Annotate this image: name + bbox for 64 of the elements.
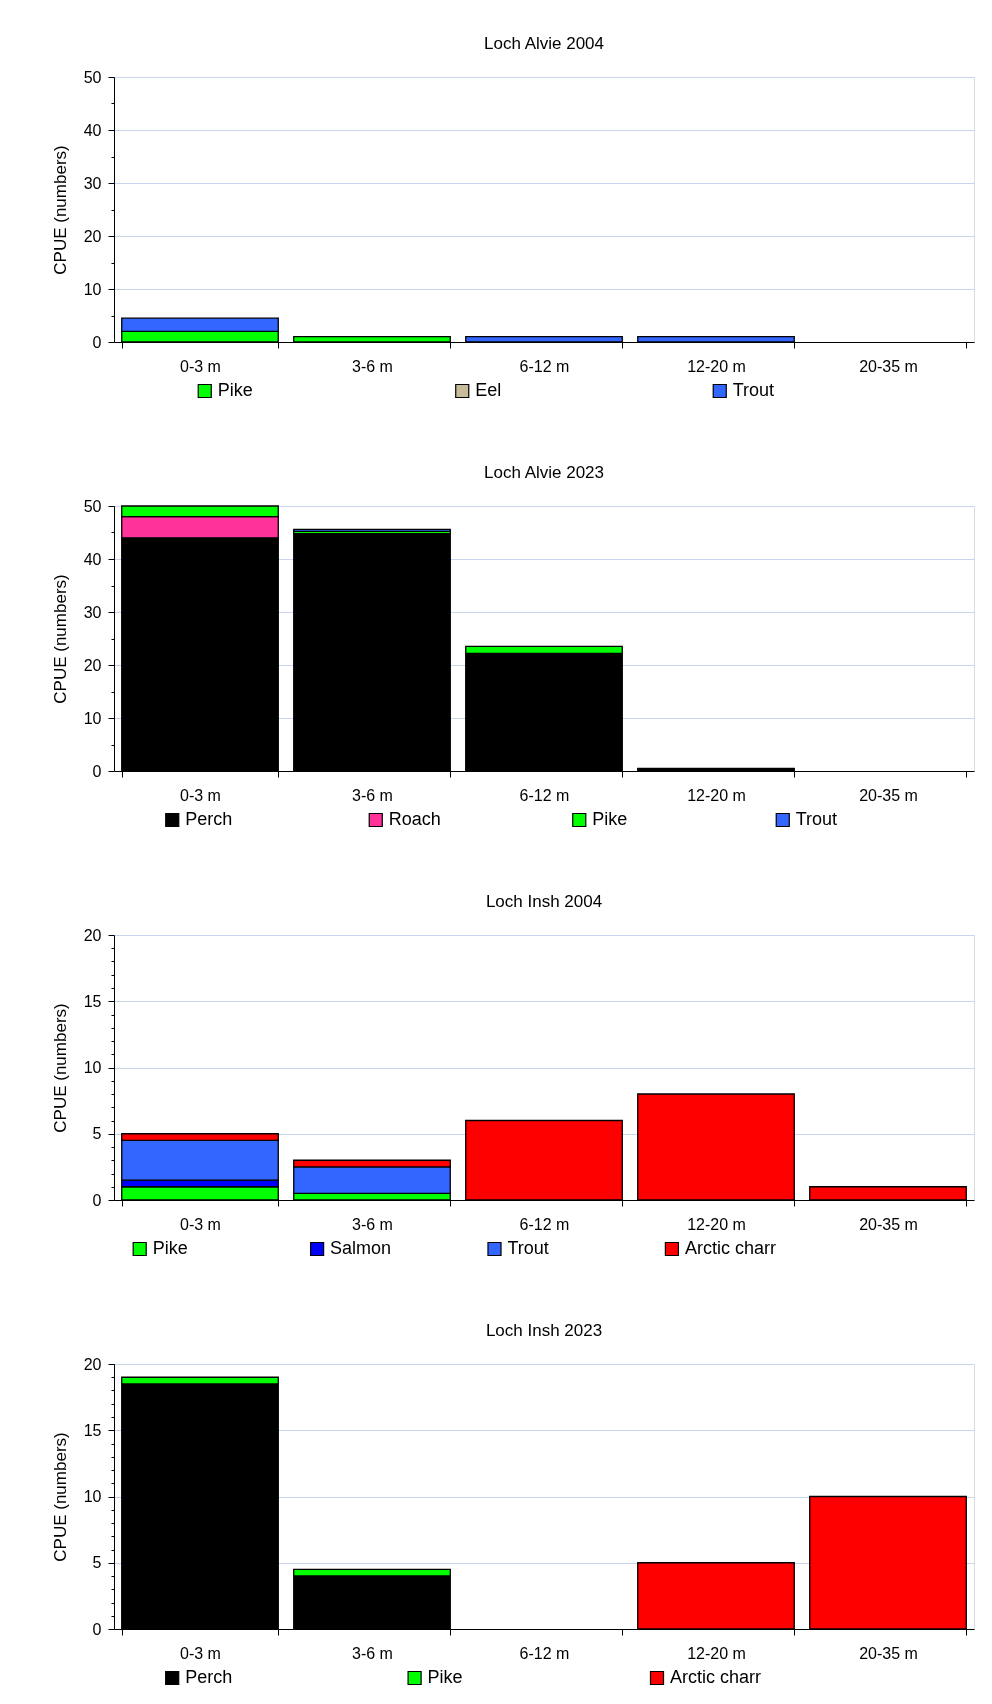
y-tick-label: 10 xyxy=(83,1059,102,1076)
legend-label: Perch xyxy=(185,1667,233,1687)
legend-label: Eel xyxy=(475,380,502,400)
y-tick-label: 30 xyxy=(83,174,102,192)
y-tick-label: 5 xyxy=(92,1125,102,1143)
x-tick-label: 6-12 m xyxy=(519,357,570,375)
y-tick-label: 5 xyxy=(92,1554,102,1572)
x-tick-label: 6-12 m xyxy=(519,1644,570,1662)
y-tick-label: 0 xyxy=(92,1191,102,1209)
x-tick-label: 0-3 m xyxy=(180,1215,221,1233)
y-tick-label: 10 xyxy=(83,280,102,298)
chart-title: Loch Insh 2023 xyxy=(485,1321,603,1340)
y-tick-label: 20 xyxy=(83,227,102,245)
legend-label: Arctic charr xyxy=(684,1238,776,1258)
x-tick-label: 20-35 m xyxy=(859,1215,918,1233)
y-tick-label: 0 xyxy=(92,762,102,780)
y-tick-label: 40 xyxy=(83,550,102,568)
legend-label: Trout xyxy=(795,809,838,829)
y-tick-label: 0 xyxy=(92,333,102,351)
legend-label: Pike xyxy=(152,1238,188,1258)
y-axis-title: CPUE (numbers) xyxy=(50,1003,70,1133)
x-tick-label: 3-6 m xyxy=(352,357,393,375)
legend-label: Roach xyxy=(388,809,441,829)
y-tick-label: 20 xyxy=(83,656,102,674)
x-tick-label: 12-20 m xyxy=(687,786,746,804)
y-tick-label: 20 xyxy=(83,926,102,944)
legend-label: Trout xyxy=(507,1238,549,1258)
x-tick-label: 0-3 m xyxy=(180,1644,221,1662)
y-tick-label: 20 xyxy=(83,1355,102,1373)
x-tick-label: 20-35 m xyxy=(859,1644,918,1662)
y-axis-title: CPUE (numbers) xyxy=(50,574,70,704)
x-tick-label: 3-6 m xyxy=(352,786,393,804)
legend-label: Perch xyxy=(185,809,233,829)
y-tick-label: 30 xyxy=(83,603,102,621)
x-tick-label: 6-12 m xyxy=(519,786,570,804)
x-tick-label: 3-6 m xyxy=(352,1215,393,1233)
legend-label: Pike xyxy=(592,809,628,829)
y-axis-title: CPUE (numbers) xyxy=(50,1432,70,1562)
chart-title: Loch Alvie 2023 xyxy=(483,463,605,482)
legend-label: Pike xyxy=(427,1667,463,1687)
x-tick-label: 20-35 m xyxy=(859,357,918,375)
y-axis-title: CPUE (numbers) xyxy=(50,145,70,275)
y-tick-label: 0 xyxy=(92,1620,102,1638)
legend-label: Arctic charr xyxy=(670,1667,762,1687)
y-tick-label: 15 xyxy=(83,1421,102,1439)
y-tick-label: 50 xyxy=(83,497,102,515)
legend-label: Trout xyxy=(732,380,775,400)
x-tick-label: 0-3 m xyxy=(180,786,221,804)
x-tick-label: 12-20 m xyxy=(687,1644,746,1662)
x-tick-label: 12-20 m xyxy=(687,1215,746,1233)
y-tick-label: 40 xyxy=(83,121,102,139)
x-tick-label: 6-12 m xyxy=(519,1215,570,1233)
x-tick-label: 0-3 m xyxy=(180,357,221,375)
y-tick-label: 50 xyxy=(83,68,102,86)
x-tick-label: 20-35 m xyxy=(859,786,918,804)
legend-label: Pike xyxy=(217,380,253,400)
chart-title: Loch Insh 2004 xyxy=(485,892,603,911)
y-tick-label: 10 xyxy=(83,1488,102,1505)
y-tick-label: 10 xyxy=(83,709,102,727)
x-tick-label: 12-20 m xyxy=(687,357,746,375)
x-tick-label: 3-6 m xyxy=(352,1644,393,1662)
y-tick-label: 15 xyxy=(83,992,102,1010)
chart-title: Loch Alvie 2004 xyxy=(483,34,605,53)
legend-label: Salmon xyxy=(330,1238,392,1258)
